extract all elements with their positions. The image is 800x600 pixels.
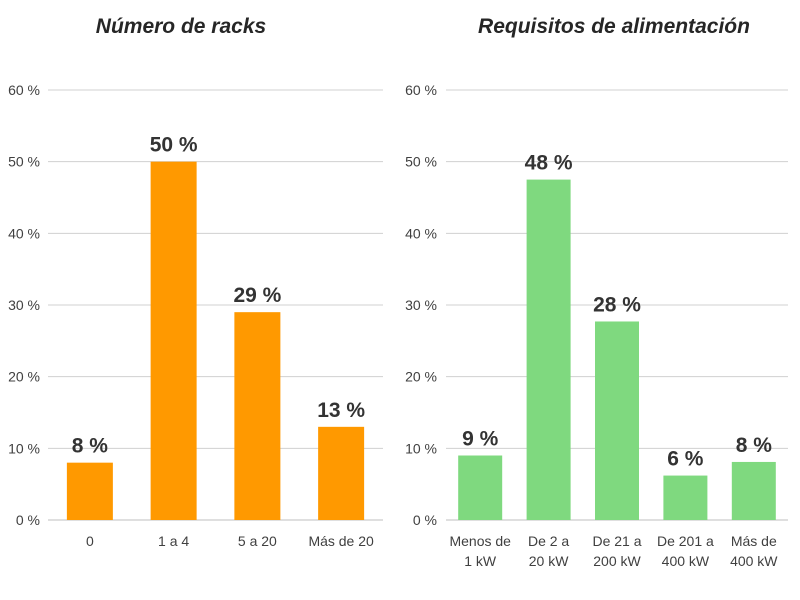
chart-1-data-label: 6 % xyxy=(667,448,704,471)
chart-1-category-label: De 201 a xyxy=(657,533,714,549)
chart-0-data-label: 8 % xyxy=(72,435,109,458)
chart-0-data-label: 50 % xyxy=(150,134,198,157)
chart-1-ytick-label: 10 % xyxy=(405,440,437,456)
chart-1-ytick-label: 30 % xyxy=(405,297,437,313)
chart-1-category-label: 1 kW xyxy=(464,553,497,569)
chart-0-ytick-label: 10 % xyxy=(8,440,40,456)
chart-0-ytick-label: 50 % xyxy=(8,154,40,170)
chart-1-category-label: Menos de xyxy=(449,533,511,549)
chart-0-ytick-label: 0 % xyxy=(16,512,40,528)
chart-0-bar xyxy=(150,161,197,520)
chart-1-category-label: De 2 a xyxy=(528,533,569,549)
chart-0-ytick-label: 30 % xyxy=(8,297,40,313)
chart-0-ytick-label: 40 % xyxy=(8,225,40,241)
chart-0-ytick-label: 20 % xyxy=(8,369,40,385)
chart-0-bar xyxy=(318,426,365,520)
chart-1-bar xyxy=(663,475,708,520)
chart-1-data-label: 9 % xyxy=(462,428,499,451)
chart-1-ytick-label: 40 % xyxy=(405,225,437,241)
chart-1-category-label: 400 kW xyxy=(730,553,778,569)
chart-1-category-label: Más de xyxy=(731,533,777,549)
chart-0-category-label: 5 a 20 xyxy=(238,533,277,549)
chart-0-category-label: Más de 20 xyxy=(308,533,374,549)
chart-1-category-label: 20 kW xyxy=(529,553,569,569)
chart-1-data-label: 28 % xyxy=(593,293,641,316)
chart-1-data-label: 8 % xyxy=(736,434,773,457)
chart-1-title: Requisitos de alimentación xyxy=(478,15,750,38)
chart-0-title: Número de racks xyxy=(96,15,266,38)
chart-0-bar xyxy=(234,312,281,520)
chart-0-bar xyxy=(66,462,113,520)
chart-0-data-label: 29 % xyxy=(233,284,281,307)
chart-0-data-label: 13 % xyxy=(317,399,365,422)
chart-1-bar xyxy=(458,455,503,520)
chart-0-ytick-label: 60 % xyxy=(8,82,40,98)
chart-1-category-label: De 21 a xyxy=(592,533,641,549)
chart-1-ytick-label: 60 % xyxy=(405,82,437,98)
chart-1-category-label: 400 kW xyxy=(662,553,710,569)
chart-1-ytick-label: 50 % xyxy=(405,154,437,170)
chart-1-data-label: 48 % xyxy=(525,152,573,175)
chart-1-bar xyxy=(595,321,639,520)
chart-1-category-label: 200 kW xyxy=(593,553,641,569)
chart-0-category-label: 1 a 4 xyxy=(158,533,189,549)
chart-1-ytick-label: 20 % xyxy=(405,369,437,385)
chart-1-bar xyxy=(731,461,776,520)
chart-1-ytick-label: 0 % xyxy=(413,512,437,528)
chart-0-category-label: 0 xyxy=(86,533,94,549)
chart-1-bar xyxy=(526,179,571,521)
